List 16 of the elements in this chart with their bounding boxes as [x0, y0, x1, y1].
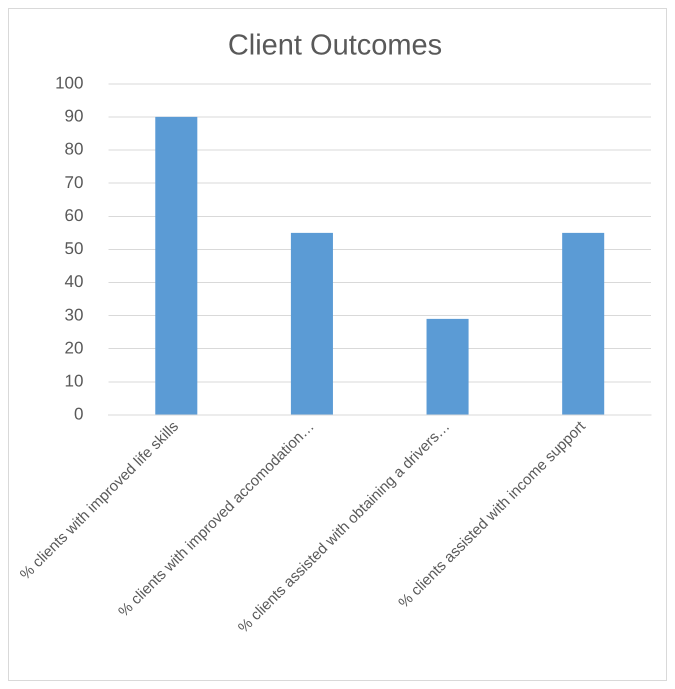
bar	[426, 318, 469, 414]
chart-title: Client Outcomes	[228, 29, 442, 62]
y-tick-label: 50	[64, 239, 84, 258]
y-tick-label: 70	[64, 172, 84, 192]
y-tick-label: 80	[64, 140, 84, 159]
y-tick-label: 0	[74, 404, 84, 424]
y-tick-label: 40	[64, 272, 84, 292]
bar	[562, 232, 604, 414]
y-tick-label: 20	[64, 338, 84, 358]
y-tick-label: 100	[55, 73, 84, 92]
y-tick-label: 60	[64, 206, 84, 225]
bar	[290, 232, 333, 414]
bar	[155, 116, 198, 414]
y-tick-label: 30	[64, 305, 84, 324]
y-tick-label: 10	[64, 372, 84, 391]
y-tick-label: 90	[64, 106, 84, 126]
